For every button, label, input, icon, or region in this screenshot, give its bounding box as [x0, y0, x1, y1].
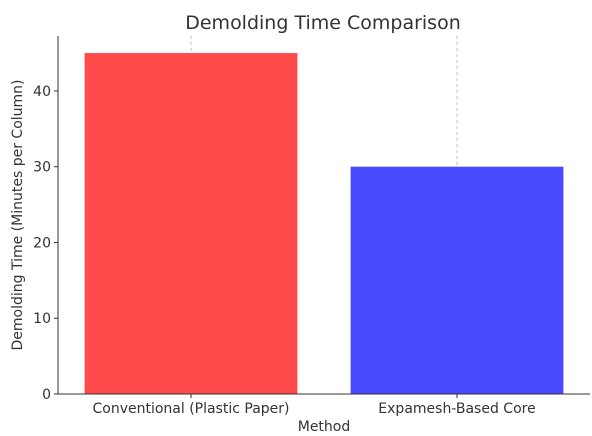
y-tick-label: 20: [33, 235, 51, 251]
bars: [84, 53, 564, 395]
y-ticks: 0 10 20 30 40: [33, 84, 58, 403]
y-tick-label: 40: [33, 84, 51, 100]
y-tick-label: 30: [33, 160, 51, 176]
x-tick-label: Conventional (Plastic Paper): [92, 401, 289, 417]
chart-title: Demolding Time Comparison: [185, 12, 461, 34]
y-axis-label: Demolding Time (Minutes per Column): [10, 80, 26, 351]
bar-1: [84, 53, 298, 395]
bar-2: [350, 166, 564, 394]
x-tick-label: Expamesh-Based Core: [378, 401, 535, 417]
y-tick-label: 0: [42, 387, 51, 403]
x-axis-label: Method: [298, 419, 351, 432]
x-ticks: Conventional (Plastic Paper) Expamesh-Bas…: [92, 394, 536, 417]
y-tick-label: 10: [33, 311, 51, 327]
